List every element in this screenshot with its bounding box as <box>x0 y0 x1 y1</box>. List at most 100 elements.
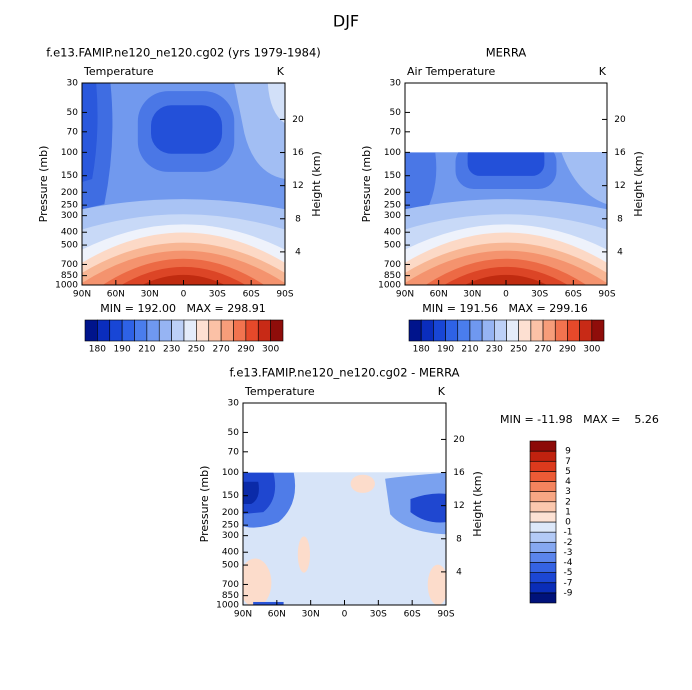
colorbar-label: 270 <box>213 345 230 355</box>
y-tick-label: 1000 <box>216 601 239 611</box>
colorbar-box <box>457 319 471 342</box>
y-tick-label: 1000 <box>55 281 78 291</box>
colorbar-box <box>529 471 557 482</box>
colorbar-box <box>233 319 247 342</box>
colorbar-box <box>220 319 234 342</box>
colorbar-label: -4 <box>564 558 573 568</box>
colorbar-box <box>567 319 580 342</box>
colorbar-label: 180 <box>413 345 430 355</box>
y2-tick-label: 16 <box>292 148 304 158</box>
colorbar-label: 190 <box>114 345 131 355</box>
colorbar-label: 230 <box>486 345 503 355</box>
colorbar-box <box>529 521 557 533</box>
colorbar-label: 3 <box>565 487 571 497</box>
colorbar-label: -7 <box>564 578 573 588</box>
colorbar-label: -9 <box>564 588 573 598</box>
y-tick-label: 30 <box>390 79 402 89</box>
y2-axis-label: Height (km) <box>310 151 323 217</box>
colorbar-box <box>529 582 557 594</box>
colorbar-box <box>408 319 422 342</box>
colorbar-label: 270 <box>534 345 551 355</box>
y-tick-label: 1000 <box>378 281 401 291</box>
x-tick-label: 30S <box>209 290 226 300</box>
colorbar-box <box>183 319 197 342</box>
y-tick-label: 250 <box>384 201 401 211</box>
y2-tick-label: 12 <box>453 501 464 511</box>
colorbar-box <box>84 319 98 342</box>
y-tick-label: 70 <box>228 447 240 457</box>
variable-label: Air Temperature <box>407 65 496 78</box>
stats-label: MIN = 192.00 MAX = 298.91 <box>100 302 265 315</box>
y-tick-label: 70 <box>67 127 79 137</box>
colorbar-box <box>433 319 446 342</box>
y2-tick-label: 20 <box>292 115 304 125</box>
colorbar-label: -2 <box>564 538 573 548</box>
panel-title: f.e13.FAMIP.ne120_ne120.cg02 (yrs 1979-1… <box>46 46 321 60</box>
y2-axis-label: Height (km) <box>632 151 645 217</box>
y-tick-label: 100 <box>61 148 78 158</box>
contour-field <box>405 83 607 285</box>
colorbar-box <box>591 319 605 342</box>
colorbar-label: 300 <box>583 345 600 355</box>
colorbar-label: 250 <box>510 345 527 355</box>
panel-title: f.e13.FAMIP.ne120_ne120.cg02 - MERRA <box>229 366 459 380</box>
colorbar-label: 1 <box>565 507 571 517</box>
x-tick-label: 60N <box>107 290 125 300</box>
y-tick-label: 850 <box>61 271 78 281</box>
x-tick-label: 60N <box>268 610 286 620</box>
y-tick-label: 100 <box>222 468 239 478</box>
colorbar-label: 190 <box>437 345 454 355</box>
x-tick-label: 0 <box>342 610 348 620</box>
colorbar-box <box>529 440 557 452</box>
y2-tick-label: 16 <box>453 468 465 478</box>
colorbar-box <box>529 501 557 513</box>
y2-tick-label: 12 <box>292 181 303 191</box>
colorbar-box <box>529 511 557 523</box>
x-tick-label: 0 <box>181 290 187 300</box>
y2-tick-label: 20 <box>614 115 626 125</box>
y-axis-label: Pressure (mb) <box>360 146 373 223</box>
colorbar-box <box>529 592 557 604</box>
x-tick-label: 90N <box>234 610 252 620</box>
x-tick-label: 90N <box>396 290 414 300</box>
y-tick-label: 30 <box>228 399 240 409</box>
colorbar-label: 290 <box>559 345 576 355</box>
colorbar-box <box>245 319 259 342</box>
colorbar-box <box>529 562 557 573</box>
colorbar-box <box>579 319 593 342</box>
x-tick-label: 30S <box>531 290 548 300</box>
colorbar-box <box>121 319 135 342</box>
colorbar-label: 210 <box>138 345 155 355</box>
colorbar-box <box>529 531 557 543</box>
y-tick-label: 50 <box>390 108 402 118</box>
contour-field <box>243 472 446 605</box>
colorbar-box <box>196 319 210 342</box>
stats-label: MIN = 191.56 MAX = 299.16 <box>422 302 587 315</box>
colorbar-label: 180 <box>89 345 106 355</box>
variable-label: Temperature <box>244 385 315 398</box>
y-tick-label: 150 <box>61 171 78 181</box>
colorbar-label: -5 <box>564 568 573 578</box>
colorbar-label: 2 <box>565 497 571 507</box>
y-tick-label: 250 <box>222 521 239 531</box>
y-tick-label: 200 <box>61 188 78 198</box>
colorbar-box <box>506 319 519 342</box>
y2-tick-label: 8 <box>295 214 301 224</box>
colorbar-box <box>257 319 271 342</box>
y-tick-label: 50 <box>67 108 79 118</box>
colorbar-label: 9 <box>565 447 571 457</box>
x-tick-label: 90N <box>73 290 91 300</box>
x-tick-label: 30N <box>463 290 481 300</box>
colorbar-box <box>420 319 434 342</box>
x-tick-label: 60S <box>243 290 260 300</box>
figure-title: DJF <box>333 12 359 31</box>
y-tick-label: 400 <box>222 548 239 558</box>
y-tick-label: 150 <box>222 491 239 501</box>
y-tick-label: 850 <box>222 591 239 601</box>
y2-axis-label: Height (km) <box>471 471 484 537</box>
y-tick-label: 30 <box>67 79 79 89</box>
y-tick-label: 200 <box>222 508 239 518</box>
y2-tick-label: 4 <box>295 247 301 257</box>
x-tick-label: 30S <box>370 610 387 620</box>
